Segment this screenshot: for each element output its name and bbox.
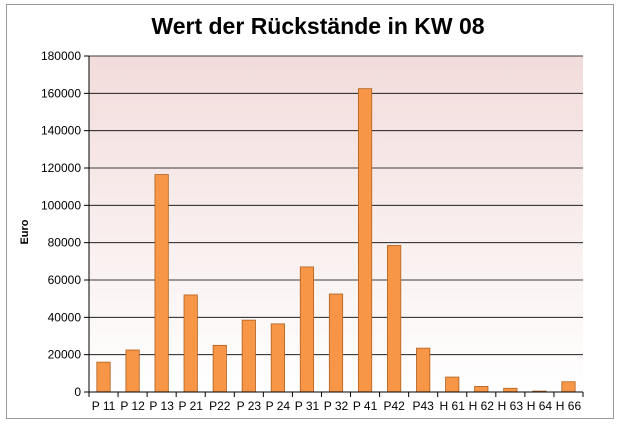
y-tick-label: 20000	[48, 348, 82, 362]
x-tick-label: H 64	[527, 399, 553, 413]
x-tick-label: P 12	[120, 399, 145, 413]
bar	[212, 344, 227, 393]
bar	[328, 293, 344, 393]
x-tick-label: P43	[412, 399, 434, 413]
x-tick-label: H 66	[556, 399, 582, 413]
bar	[416, 347, 431, 393]
x-tick-label: H 63	[498, 399, 524, 413]
bar	[445, 376, 460, 393]
x-tick-label: P 32	[324, 399, 349, 413]
bar	[154, 174, 169, 393]
x-tick-label: P 21	[178, 399, 203, 413]
x-tick-label: P42	[383, 399, 405, 413]
bar	[241, 319, 256, 393]
x-tick-labels: P 11 P 12 P 13 P 21 P22 P 23 P 24 P 31 P 32 P 41 P…	[92, 399, 582, 413]
y-tick-label: 160000	[41, 86, 81, 100]
x-tick-label: H 61	[440, 399, 466, 413]
bar	[474, 385, 489, 393]
x-tick-label: H 62	[469, 399, 495, 413]
x-tick-label: P 11	[92, 399, 116, 413]
bar	[183, 294, 198, 393]
bars	[96, 88, 576, 393]
axes	[88, 56, 584, 397]
bar	[357, 88, 373, 393]
grid-lines	[84, 55, 583, 393]
y-tick-label: 140000	[41, 124, 81, 138]
bar	[96, 361, 111, 393]
x-tick-label: P 31	[295, 399, 320, 413]
x-tick-label: P 13	[149, 399, 174, 413]
y-tick-label: 120000	[41, 161, 81, 175]
y-tick-labels: 0 20000 40000 60000 80000 100000 120000 140000 1…	[41, 49, 81, 399]
bar	[387, 245, 402, 393]
x-tick-label: P22	[209, 399, 231, 413]
y-axis-label: Euro	[19, 219, 31, 244]
chart-title: Wert der Rückstände in KW 08	[151, 13, 484, 39]
y-tick-label: 100000	[41, 198, 81, 212]
y-tick-label: 80000	[48, 236, 82, 250]
x-tick-label: P 41	[353, 399, 378, 413]
bar	[125, 349, 140, 393]
x-tick-label: P 24	[266, 399, 291, 413]
y-tick-label: 0	[74, 385, 81, 399]
y-tick-label: 40000	[48, 310, 82, 324]
bar	[561, 381, 576, 393]
y-tick-label: 60000	[48, 273, 82, 287]
bar	[299, 266, 315, 393]
bar	[503, 387, 518, 393]
x-tick-label: P 23	[237, 399, 262, 413]
bar	[270, 323, 285, 393]
y-tick-label: 180000	[41, 49, 81, 63]
